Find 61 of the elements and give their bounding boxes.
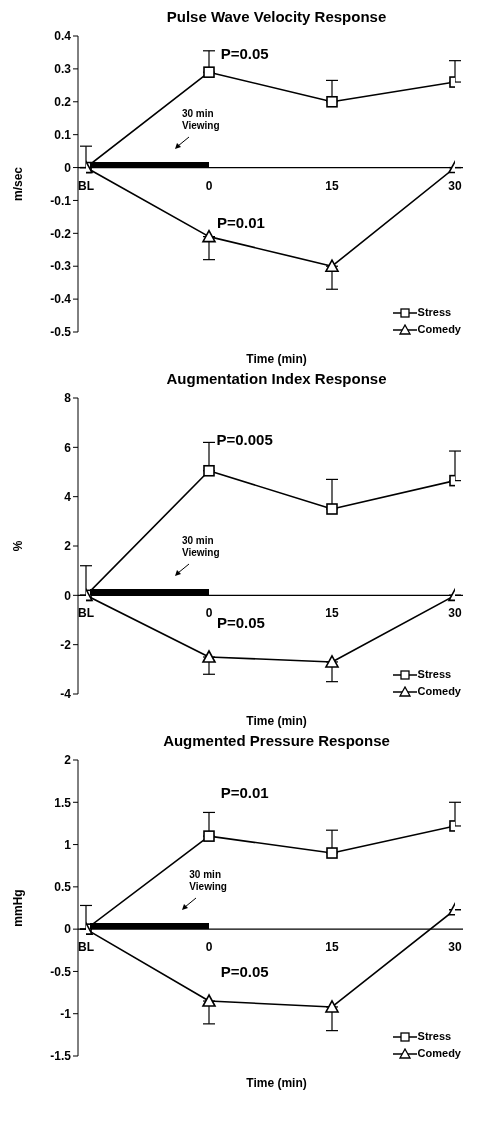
y-tick-label: 0.3 bbox=[54, 62, 72, 77]
y-tick-label: -0.5 bbox=[50, 325, 72, 340]
y-tick-label: 0.4 bbox=[54, 29, 72, 44]
y-axis-title: % bbox=[11, 540, 26, 552]
x-tick-label: 0 bbox=[205, 178, 213, 193]
annotation: 30 min Viewing bbox=[181, 535, 220, 560]
y-tick-label: -0.5 bbox=[50, 964, 72, 979]
x-axis-title: Time (min) bbox=[245, 714, 308, 730]
legend-label: Stress bbox=[417, 305, 452, 318]
annotation: P=0.05 bbox=[216, 614, 265, 632]
y-axis-title: mmHg bbox=[11, 889, 26, 927]
y-tick-label: -4 bbox=[60, 687, 72, 702]
y-tick-label: -0.3 bbox=[50, 259, 72, 274]
y-tick-label: -0.2 bbox=[50, 226, 72, 241]
x-tick-label: 15 bbox=[325, 178, 339, 193]
y-axis-title: m/sec bbox=[11, 166, 26, 202]
x-tick-label: 30 bbox=[448, 178, 462, 193]
chart-title: Pulse Wave Velocity Response bbox=[165, 8, 388, 27]
chart-title: Augmented Pressure Response bbox=[162, 732, 391, 751]
x-tick-label: 0 bbox=[205, 606, 213, 621]
y-tick-label: -0.4 bbox=[50, 292, 72, 307]
y-tick-label: 2 bbox=[64, 753, 72, 768]
x-tick-label: 30 bbox=[448, 940, 462, 955]
y-tick-label: 0 bbox=[64, 160, 72, 175]
x-tick-label: 15 bbox=[325, 606, 339, 621]
annotation: P=0.05 bbox=[219, 44, 270, 62]
x-tick-label: 15 bbox=[325, 940, 339, 955]
x-tick-label: BL bbox=[78, 940, 94, 955]
annotation: 30 min Viewing bbox=[181, 107, 220, 132]
annotation: P=0.01 bbox=[219, 783, 270, 801]
y-tick-label: 6 bbox=[64, 440, 72, 455]
y-tick-label: 1 bbox=[64, 837, 72, 852]
y-tick-label: 2 bbox=[64, 539, 72, 554]
x-tick-label: 30 bbox=[448, 606, 462, 621]
y-tick-label: 0.1 bbox=[54, 127, 72, 142]
annotation: P=0.005 bbox=[215, 430, 274, 448]
x-tick-label: BL bbox=[78, 606, 94, 621]
y-tick-label: 0 bbox=[64, 588, 72, 603]
y-tick-label: 0.5 bbox=[54, 880, 72, 895]
y-tick-label: 0 bbox=[64, 922, 72, 937]
chart-title: Augmentation Index Response bbox=[165, 370, 388, 389]
annotation: P=0.01 bbox=[216, 213, 266, 231]
y-tick-label: -0.1 bbox=[50, 193, 72, 208]
y-tick-label: 4 bbox=[64, 489, 72, 504]
y-tick-label: -1.5 bbox=[50, 1049, 72, 1064]
annotation: P=0.05 bbox=[219, 962, 270, 980]
y-tick-label: -1 bbox=[60, 1006, 72, 1021]
legend-label: Stress bbox=[417, 1029, 452, 1042]
x-tick-label: BL bbox=[78, 178, 94, 193]
x-axis-title: Time (min) bbox=[245, 1076, 308, 1092]
annotation: 30 min Viewing bbox=[189, 869, 227, 894]
y-tick-label: 0.2 bbox=[54, 95, 72, 110]
x-tick-label: 0 bbox=[205, 940, 213, 955]
legend-label: Stress bbox=[417, 667, 452, 680]
legend-label: Comedy bbox=[417, 684, 461, 697]
legend-label: Comedy bbox=[417, 322, 461, 335]
y-tick-label: -2 bbox=[60, 637, 72, 652]
y-tick-label: 1.5 bbox=[54, 795, 72, 810]
y-tick-label: 8 bbox=[64, 391, 72, 406]
legend-label: Comedy bbox=[417, 1046, 461, 1059]
x-axis-title: Time (min) bbox=[245, 352, 308, 368]
